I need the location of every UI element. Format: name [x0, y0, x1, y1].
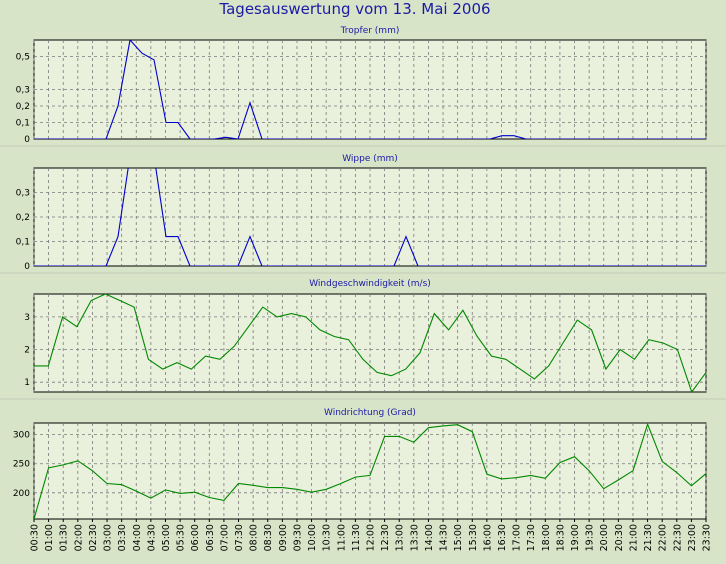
series-line	[34, 40, 706, 139]
x-tick-label: 11:00	[336, 524, 347, 551]
x-tick-label: 01:30	[59, 524, 70, 551]
panel-title: Tropfer (mm)	[340, 26, 400, 36]
x-tick-label: 19:30	[585, 524, 596, 551]
x-tick-label: 23:00	[687, 524, 698, 551]
panel-1: Tropfer (mm) 0 0,1 0,2 0,3 0,5	[0, 26, 726, 147]
x-tick-label: 22:30	[672, 524, 683, 551]
panel-2: Wippe (mm) 0 0,1 0,2 0,3	[0, 154, 726, 274]
x-tick-label: 18:00	[541, 524, 552, 551]
x-tick-label: 13:00	[395, 524, 406, 551]
x-tick-label: 08:00	[249, 524, 260, 551]
x-tick-label: 08:30	[263, 524, 274, 551]
x-tick-label: 00:30	[30, 524, 41, 551]
y-tick-label: 0	[24, 262, 30, 272]
x-tick-label: 18:30	[555, 524, 566, 551]
x-tick-label: 22:00	[658, 524, 669, 551]
x-tick-label: 20:00	[599, 524, 610, 551]
y-tick-label: 0,2	[16, 213, 30, 223]
x-tick-label: 19:00	[570, 524, 581, 551]
x-tick-label: 21:00	[628, 524, 639, 551]
x-tick-label: 16:30	[497, 524, 508, 551]
x-tick-label: 12:30	[380, 524, 391, 551]
x-tick-label: 09:00	[278, 524, 289, 551]
y-tick-label: 0,3	[16, 189, 30, 199]
chart-title: Tagesauswertung vom 13. Mai 2006	[218, 0, 490, 18]
x-tick-label: 13:30	[409, 524, 420, 551]
x-tick-label: 16:00	[482, 524, 493, 551]
x-tick-label: 20:30	[614, 524, 625, 551]
x-tick-label: 04:30	[146, 524, 157, 551]
x-tick-label: 10:00	[307, 524, 318, 551]
x-tick-label: 14:30	[439, 524, 450, 551]
y-tick-label: 0	[24, 135, 30, 145]
y-tick-label: 2	[24, 346, 30, 356]
y-tick-label: 200	[13, 489, 30, 499]
y-tick-label: 300	[13, 431, 30, 441]
y-tick-label: 0,1	[16, 238, 30, 248]
x-tick-label: 23:30	[702, 524, 713, 551]
x-tick-label: 04:00	[132, 524, 143, 551]
panel-3: Windgeschwindigkeit (m/s) 1 2 3	[0, 279, 726, 400]
x-tick-label: 07:00	[219, 524, 230, 551]
x-tick-label: 12:00	[366, 524, 377, 551]
x-tick-label: 15:30	[468, 524, 479, 551]
y-tick-label: 0,5	[16, 53, 30, 63]
y-tick-label: 0,1	[16, 119, 30, 129]
panel-title: Wippe (mm)	[342, 154, 398, 164]
panel-title: Windgeschwindigkeit (m/s)	[309, 279, 431, 289]
panel-4: Windrichtung (Grad) 200 250 300	[13, 408, 707, 520]
x-tick-label: 09:30	[292, 524, 303, 551]
x-tick-label: 06:00	[190, 524, 201, 551]
x-tick-label: 01:00	[44, 524, 55, 551]
x-tick-label: 11:30	[351, 524, 362, 551]
x-tick-label: 03:00	[103, 524, 114, 551]
y-tick-label: 3	[24, 313, 30, 323]
x-tick-label: 03:30	[117, 524, 128, 551]
y-tick-label: 0,3	[16, 86, 30, 96]
x-tick-label: 02:00	[73, 524, 84, 551]
x-tick-label: 21:30	[643, 524, 654, 551]
x-tick-label: 06:30	[205, 524, 216, 551]
x-tick-label: 07:30	[234, 524, 245, 551]
x-tick-label: 10:30	[322, 524, 333, 551]
x-tick-label: 15:00	[453, 524, 464, 551]
x-tick-label: 17:30	[526, 524, 537, 551]
series-line	[34, 294, 706, 392]
x-tick-label: 05:00	[161, 524, 172, 551]
x-tick-label: 14:00	[424, 524, 435, 551]
panel-title: Windrichtung (Grad)	[324, 408, 416, 418]
y-tick-label: 1	[24, 378, 30, 388]
x-tick-label: 02:30	[88, 524, 99, 551]
y-tick-label: 250	[13, 460, 30, 470]
series-line	[34, 423, 706, 519]
x-tick-label: 05:30	[176, 524, 187, 551]
y-tick-label: 0,2	[16, 102, 30, 112]
x-tick-label: 17:00	[512, 524, 523, 551]
